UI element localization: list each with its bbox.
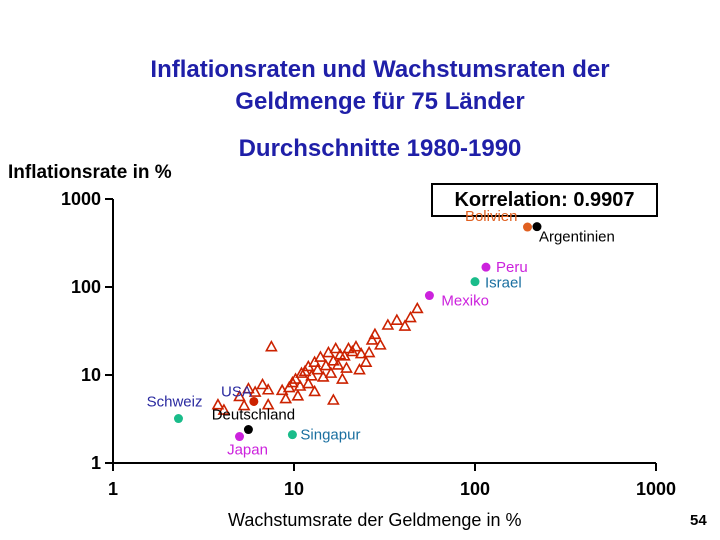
y-tick-label-3: 1000 [61, 189, 101, 209]
data-point-israel [470, 277, 480, 287]
data-point-triangle-11 [289, 372, 302, 384]
data-point-triangle-6 [256, 377, 269, 390]
data-point-triangle-27 [331, 358, 345, 370]
data-point-japan [235, 432, 245, 442]
data-point-triangle-19 [311, 363, 324, 375]
data-point-triangle-12 [293, 379, 307, 391]
data-label-bolivien: Bolivien [465, 208, 518, 225]
x-tick-label-1: 10 [284, 479, 304, 499]
data-label-japan: Japan [227, 442, 268, 459]
data-label-schweiz: Schweiz [147, 394, 203, 411]
data-point-triangle-45 [404, 310, 417, 323]
data-label-deutschland: Deutschland [212, 407, 295, 424]
y-tick-label-0: 1 [91, 453, 101, 473]
data-point-triangle-46 [410, 301, 424, 314]
data-point-argentinien [532, 222, 542, 232]
data-point-triangle-42 [381, 318, 395, 330]
data-point-deutschland [243, 425, 253, 435]
x-tick-label-2: 100 [460, 479, 490, 499]
data-point-triangle-39 [365, 333, 379, 345]
data-point-triangle-37 [359, 355, 373, 367]
data-point-bolivien [522, 222, 532, 232]
data-point-triangle-40 [368, 327, 382, 340]
y-axis-label: Inflationsrate in % [8, 162, 172, 183]
data-point-triangle-7 [261, 383, 275, 395]
data-point-triangle-36 [354, 346, 368, 359]
data-label-peru: Peru [496, 259, 528, 276]
x-tick-label-0: 1 [108, 479, 118, 499]
data-point-triangle-35 [353, 363, 366, 375]
data-point-triangle-15 [301, 376, 315, 389]
data-label-mexiko: Mexiko [441, 293, 489, 310]
data-point-triangle-49 [279, 391, 293, 404]
data-point-triangle-31 [340, 361, 353, 373]
data-point-triangle-38 [362, 345, 376, 358]
data-label-israel: Israel [485, 275, 522, 292]
data-point-triangle-50 [291, 389, 305, 401]
data-point-triangle-34 [349, 339, 363, 352]
data-point-triangle-13 [295, 366, 308, 378]
data-point-triangle-25 [327, 354, 340, 366]
chart-subtitle: Durchschnitte 1980-1990 [238, 135, 522, 162]
data-label-singapur: Singapur [300, 427, 360, 444]
x-tick-label-3: 1000 [636, 479, 676, 499]
data-point-triangle-24 [324, 366, 338, 378]
data-point-schweiz [173, 414, 183, 424]
data-point-triangle-41 [373, 338, 387, 350]
chart-title-line2: Geldmenge für 75 Länder [235, 88, 525, 115]
data-point-triangle-10 [286, 375, 299, 388]
y-tick-label-2: 100 [71, 277, 101, 297]
data-point-triangle-44 [398, 319, 412, 331]
data-point-triangle-48 [261, 398, 275, 410]
x-axis-label: Wachstumsrate der Geldmenge in % [228, 510, 522, 530]
data-point-triangle-51 [308, 384, 321, 397]
data-point-triangle-4 [242, 381, 255, 394]
data-point-mexiko [424, 291, 434, 301]
y-tick-label-1: 10 [81, 365, 101, 385]
data-point-triangle-17 [305, 369, 318, 381]
data-point-triangle-2 [233, 389, 246, 402]
data-point-triangle-3 [237, 398, 251, 411]
data-label-argentinien: Argentinien [539, 229, 615, 246]
data-point-triangle-52 [327, 393, 340, 405]
data-point-triangle-43 [390, 313, 404, 325]
data-point-triangle-0 [211, 398, 225, 410]
data-point-triangle-5 [248, 385, 262, 397]
data-point-singapur [287, 430, 297, 440]
data-point-triangle-26 [329, 341, 343, 354]
correlation-box: Korrelation: 0.9907 [431, 183, 658, 217]
data-label-usa: USA [221, 383, 252, 400]
page-number: 54 [690, 512, 707, 529]
data-point-triangle-47 [265, 339, 278, 352]
data-point-usa [249, 396, 259, 406]
data-point-triangle-29 [335, 372, 349, 384]
data-point-peru [481, 262, 491, 272]
data-point-triangle-1 [217, 403, 231, 415]
chart-title-line1: Inflationsraten und Wachstumsraten der [150, 56, 610, 83]
